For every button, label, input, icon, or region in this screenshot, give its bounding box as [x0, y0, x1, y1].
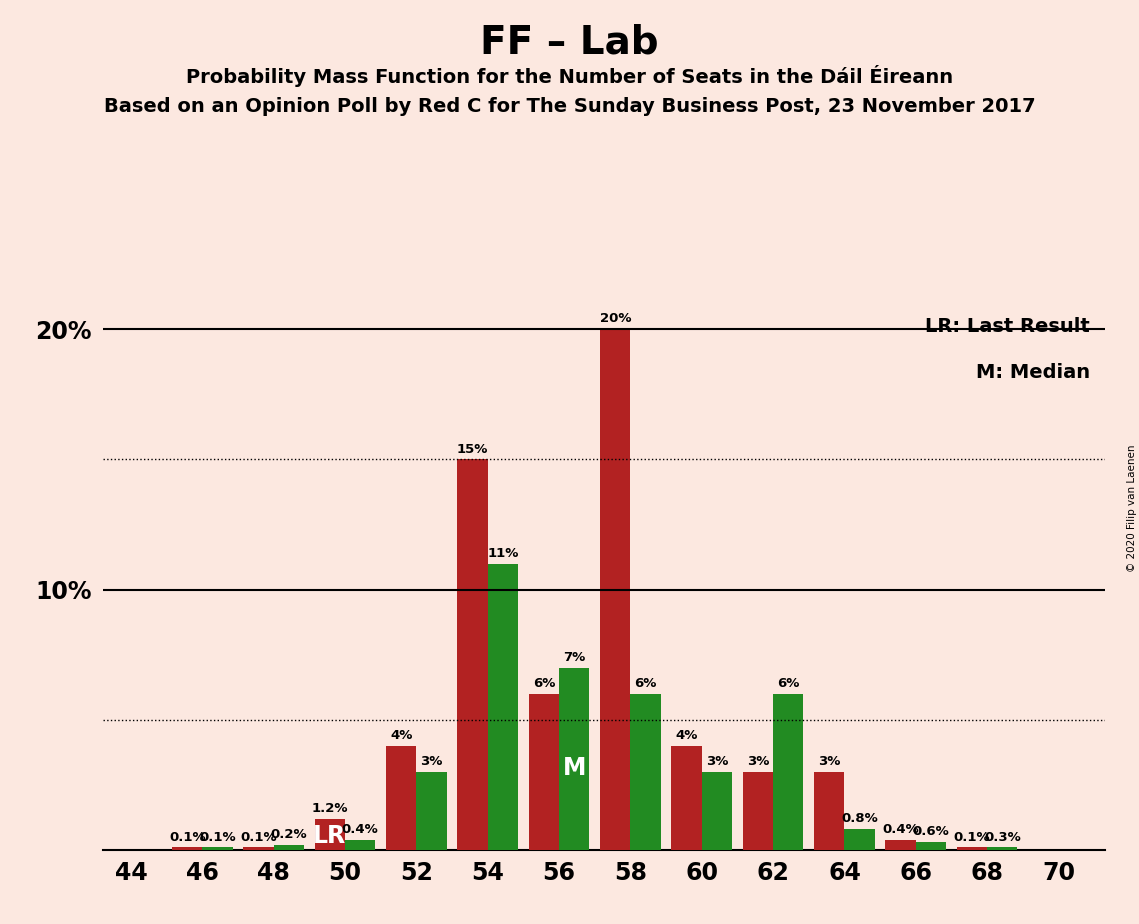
Bar [458, 459, 487, 850]
Text: LR: LR [313, 824, 346, 848]
Text: 0.1%: 0.1% [169, 831, 205, 844]
Text: LR: Last Result: LR: Last Result [925, 317, 1090, 336]
Text: 3%: 3% [818, 755, 841, 768]
Text: 20%: 20% [599, 312, 631, 325]
Text: 0.3%: 0.3% [984, 831, 1021, 844]
Bar [814, 772, 844, 850]
Text: 0.1%: 0.1% [953, 831, 990, 844]
Bar [957, 847, 988, 850]
Text: M: Median: M: Median [976, 363, 1090, 383]
Bar [672, 746, 702, 850]
Bar [345, 840, 376, 850]
Text: 4%: 4% [390, 729, 412, 742]
Text: 0.4%: 0.4% [342, 822, 378, 835]
Text: 3%: 3% [747, 755, 769, 768]
Text: 4%: 4% [675, 729, 698, 742]
Bar [559, 668, 589, 850]
Bar [172, 847, 203, 850]
Bar [487, 564, 518, 850]
Text: 1.2%: 1.2% [312, 802, 349, 815]
Text: 0.6%: 0.6% [912, 825, 949, 838]
Bar [885, 840, 916, 850]
Text: 0.1%: 0.1% [240, 831, 277, 844]
Bar [417, 772, 446, 850]
Bar [203, 847, 232, 850]
Bar [988, 847, 1017, 850]
Bar [844, 829, 875, 850]
Text: Based on an Opinion Poll by Red C for The Sunday Business Post, 23 November 2017: Based on an Opinion Poll by Red C for Th… [104, 97, 1035, 116]
Bar [244, 847, 273, 850]
Text: FF – Lab: FF – Lab [481, 23, 658, 61]
Bar [314, 819, 345, 850]
Bar [702, 772, 732, 850]
Bar [630, 694, 661, 850]
Bar [916, 843, 947, 850]
Bar [386, 746, 417, 850]
Bar [600, 329, 630, 850]
Bar [773, 694, 803, 850]
Text: M: M [563, 756, 585, 780]
Text: 0.1%: 0.1% [199, 831, 236, 844]
Bar [273, 845, 304, 850]
Bar [743, 772, 773, 850]
Text: 15%: 15% [457, 443, 489, 456]
Bar [528, 694, 559, 850]
Text: 0.2%: 0.2% [271, 828, 308, 841]
Text: 6%: 6% [533, 677, 555, 690]
Text: 6%: 6% [777, 677, 800, 690]
Text: 3%: 3% [420, 755, 443, 768]
Text: 7%: 7% [563, 650, 585, 663]
Text: 11%: 11% [487, 547, 518, 560]
Text: 3%: 3% [706, 755, 728, 768]
Text: Probability Mass Function for the Number of Seats in the Dáil Éireann: Probability Mass Function for the Number… [186, 65, 953, 87]
Text: 0.8%: 0.8% [842, 812, 878, 825]
Text: © 2020 Filip van Laenen: © 2020 Filip van Laenen [1126, 444, 1137, 572]
Text: 0.4%: 0.4% [883, 822, 919, 835]
Text: 6%: 6% [634, 677, 657, 690]
